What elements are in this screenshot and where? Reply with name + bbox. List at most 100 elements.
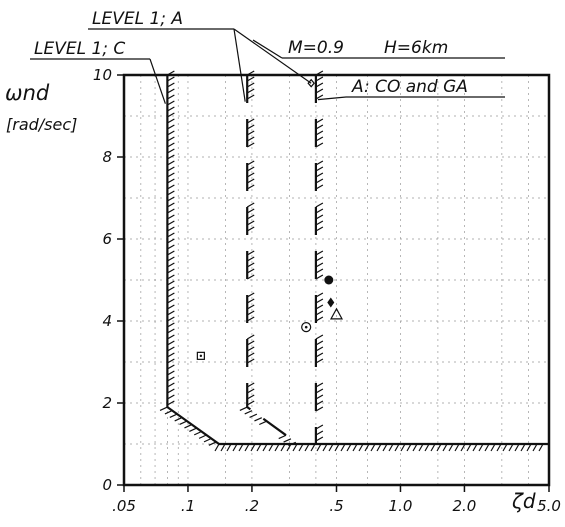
hatch-mark (274, 443, 280, 452)
hatch-mark (436, 443, 442, 452)
point-square-dot (196, 351, 205, 360)
hatch-mark (315, 82, 324, 88)
hatch-mark (246, 316, 255, 322)
hatch-mark (246, 88, 255, 94)
hatch-mark (167, 100, 175, 106)
hatch-mark (316, 443, 322, 452)
hatch-mark (370, 443, 376, 452)
mach-label: M=0.9 (288, 38, 344, 58)
region-label-leader (317, 96, 347, 101)
hatch-mark (454, 443, 460, 452)
hatch-mark (246, 274, 255, 280)
hatch-mark (315, 292, 324, 298)
hatch-mark (406, 443, 412, 452)
hatch-mark (167, 220, 175, 226)
hatch-mark (418, 443, 424, 452)
hatch-mark (352, 443, 358, 452)
hatch-mark (246, 268, 255, 274)
hatch-mark (315, 274, 324, 280)
hatch-mark (238, 443, 244, 452)
hatch-mark (478, 443, 484, 452)
hatch-mark (466, 443, 472, 452)
hatch-mark (246, 76, 255, 82)
hatch-mark (538, 443, 544, 452)
hatch-mark (167, 292, 175, 298)
hatch-mark (167, 160, 175, 166)
hatch-mark (315, 310, 324, 316)
hatch-mark (239, 406, 248, 411)
hatch-mark (412, 443, 418, 452)
hatch-mark (167, 130, 175, 136)
hatch-mark (322, 443, 328, 452)
hatch-mark (167, 172, 175, 178)
hatch-mark (167, 310, 175, 316)
hatch-mark (334, 443, 340, 452)
hatch-mark (442, 443, 448, 452)
hatch-mark (246, 358, 255, 364)
hatch-mark (167, 256, 175, 262)
hatch-mark (430, 443, 436, 452)
hatch-mark (502, 443, 508, 452)
hatch-mark (246, 94, 255, 100)
y-tick-label: 10 (93, 66, 112, 84)
point-triangle (329, 307, 344, 320)
hatch-mark (328, 443, 334, 452)
y-tick-label: 8 (102, 148, 112, 166)
hatch-mark (167, 76, 175, 82)
hatch-mark (246, 214, 255, 220)
hatch-mark (167, 376, 175, 382)
hatch-mark (246, 124, 255, 130)
boundary-level-1-c (159, 70, 549, 452)
hatch-mark (246, 304, 255, 310)
hatch-mark (167, 184, 175, 190)
hatch-mark (315, 76, 324, 82)
hatch-mark (167, 394, 175, 400)
hatch-mark (167, 274, 175, 280)
hatch-mark (315, 400, 324, 406)
hatch-mark (167, 298, 175, 304)
hatch-mark (167, 88, 175, 94)
hatch-mark (189, 427, 197, 432)
altitude-label: H=6km (384, 38, 448, 58)
hatch-mark (246, 256, 255, 262)
x-tick-label: .2 (245, 497, 259, 515)
boundaries (159, 70, 549, 452)
hatch-mark (283, 438, 292, 443)
hatch-mark (220, 443, 226, 452)
hatch-mark (532, 443, 538, 452)
level1-a-label: LEVEL 1; A (92, 9, 183, 29)
hatch-mark (167, 82, 175, 88)
y-tick-label: 4 (102, 312, 112, 330)
hatch-mark (268, 443, 274, 452)
hatch-mark (508, 443, 514, 452)
hatch-mark (167, 358, 175, 364)
y-tick-label: 0 (102, 476, 112, 494)
hatch-mark (246, 292, 255, 298)
hatch-mark (315, 424, 324, 430)
hatch-mark (382, 443, 388, 452)
hatch-mark (244, 443, 250, 452)
axis-ticks: .05 .1 .2 .5 1.0 2.0 5.0 0 2 4 6 8 10 (93, 66, 561, 515)
hatch-mark (262, 443, 268, 452)
hatch-mark (472, 443, 478, 452)
annotations: LEVEL 1; A LEVEL 1; C M=0.9 H=6km A: CO … (5, 9, 536, 513)
hatch-mark (167, 268, 175, 274)
hatch-mark (246, 82, 255, 88)
hatch-mark (315, 304, 324, 310)
hatch-mark (514, 443, 520, 452)
hatch-mark (249, 413, 258, 419)
grid (123, 75, 550, 485)
hatch-mark (246, 160, 255, 166)
x-tick-label: 1.0 (389, 497, 413, 515)
hatch-mark (388, 443, 394, 452)
hatch-mark (164, 410, 173, 415)
hatch-mark (315, 382, 324, 388)
hatch-mark (520, 443, 526, 452)
hatch-mark (167, 286, 175, 292)
hatch-mark (364, 443, 370, 452)
hatch-mark (246, 178, 255, 184)
hatch-mark (246, 208, 255, 214)
hatch-mark (246, 394, 255, 400)
hatch-mark (246, 136, 255, 142)
